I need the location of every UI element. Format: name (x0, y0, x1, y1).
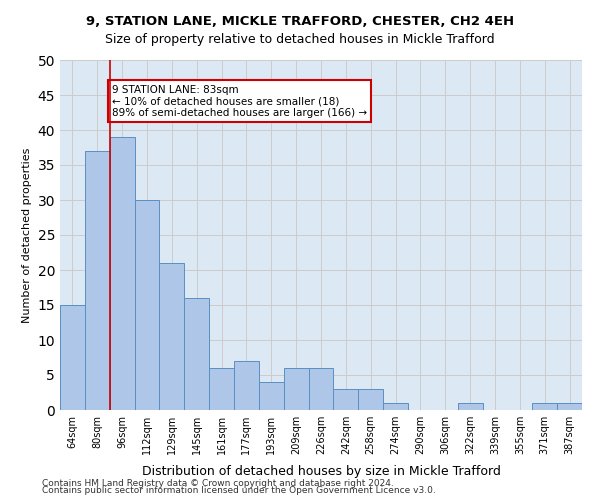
Text: Contains HM Land Registry data © Crown copyright and database right 2024.: Contains HM Land Registry data © Crown c… (42, 478, 394, 488)
Bar (184, 298, 209, 410)
Bar (160, 263, 184, 410)
X-axis label: Distribution of detached houses by size in Mickle Trafford: Distribution of detached houses by size … (142, 466, 500, 478)
Bar (234, 361, 259, 410)
Bar (284, 368, 308, 410)
Bar (209, 368, 234, 410)
Y-axis label: Number of detached properties: Number of detached properties (22, 148, 32, 322)
Bar (557, 403, 582, 410)
Bar (358, 389, 383, 410)
Text: Size of property relative to detached houses in Mickle Trafford: Size of property relative to detached ho… (105, 32, 495, 46)
Bar (383, 403, 408, 410)
Bar (110, 137, 134, 410)
Text: Contains public sector information licensed under the Open Government Licence v3: Contains public sector information licen… (42, 486, 436, 495)
Bar (259, 382, 284, 410)
Bar (60, 305, 85, 410)
Bar (458, 403, 482, 410)
Bar (308, 368, 334, 410)
Text: 9 STATION LANE: 83sqm
← 10% of detached houses are smaller (18)
89% of semi-deta: 9 STATION LANE: 83sqm ← 10% of detached … (112, 84, 367, 117)
Bar (532, 403, 557, 410)
Bar (85, 151, 110, 410)
Text: 9, STATION LANE, MICKLE TRAFFORD, CHESTER, CH2 4EH: 9, STATION LANE, MICKLE TRAFFORD, CHESTE… (86, 15, 514, 28)
Bar (334, 389, 358, 410)
Bar (134, 200, 160, 410)
